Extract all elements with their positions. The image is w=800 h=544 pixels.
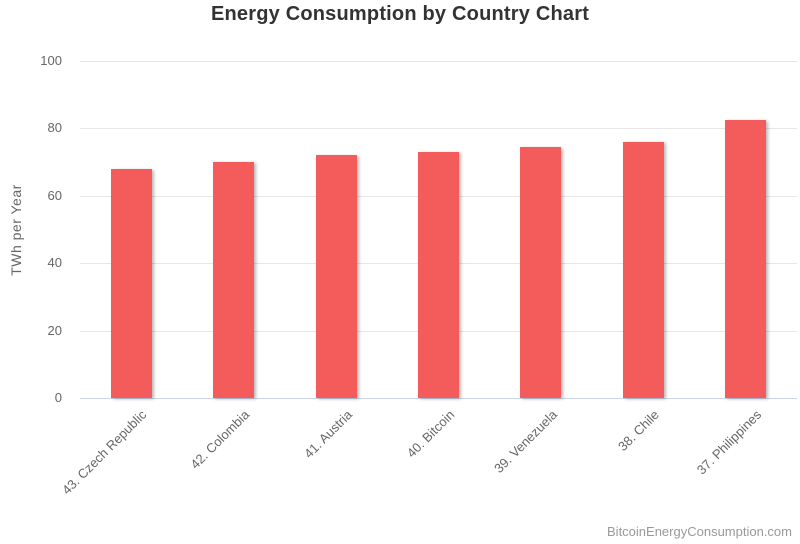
grid-line [80,128,797,130]
y-axis-label: 20 [47,322,62,338]
credits-link[interactable]: BitcoinEnergyConsumption.com [607,524,792,539]
bar-38-chile[interactable] [622,141,664,398]
plot-area [80,61,797,399]
y-axis-label: 0 [54,390,62,405]
bar-39-venezuela[interactable] [520,146,562,398]
bar-42-colombia[interactable] [213,162,255,398]
bar-43-czech-republic[interactable] [110,168,152,398]
x-axis-label: 41. Austria [300,407,355,462]
x-axis-label: 38. Chile [615,407,662,454]
x-axis-label: 43. Czech Republic [59,407,150,498]
x-axis-label: 40. Bitcoin [403,407,458,461]
y-axis-label: 40 [47,255,62,271]
y-axis-label: 100 [40,53,62,68]
bar-37-philippines[interactable] [725,119,767,398]
y-axis-label: 60 [47,187,62,203]
x-axis-label: 42. Colombia [187,407,253,472]
y-axis-label: 80 [47,120,62,136]
x-axis-label: 37. Philippines [694,407,765,478]
bar-41-austria[interactable] [315,155,357,398]
bar-40-bitcoin[interactable] [418,151,459,398]
grid-line [80,61,797,62]
x-axis-label: 39. Venezuela [490,407,560,476]
chart-title: Energy Consumption by Country Chart [210,3,590,25]
